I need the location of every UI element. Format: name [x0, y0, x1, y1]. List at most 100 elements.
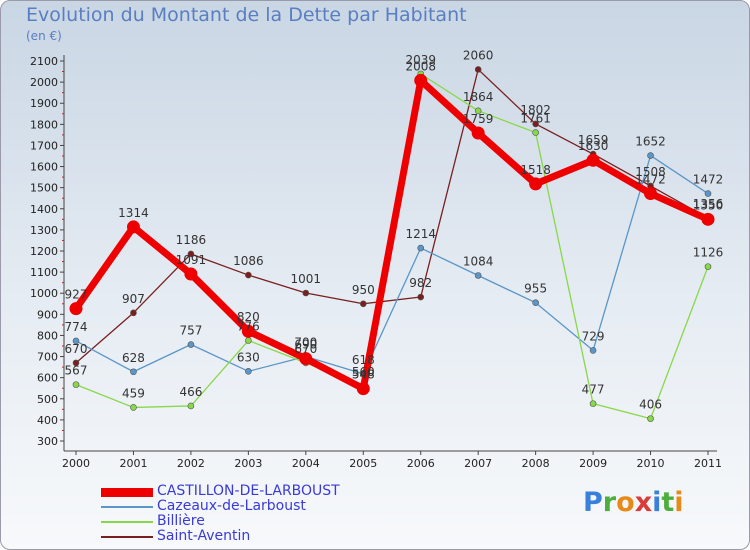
data-point [701, 212, 715, 226]
data-point [589, 347, 597, 354]
data-point [72, 359, 80, 367]
brand-letter: i [674, 487, 684, 518]
legend-label: CASTILLON-DE-LARBOUST [157, 483, 340, 499]
data-label: 1084 [463, 254, 494, 268]
data-point [529, 177, 543, 191]
data-point [72, 381, 80, 388]
data-label: 1518 [520, 163, 551, 177]
x-tick-label: 2005 [349, 457, 377, 470]
x-tick-label: 2006 [407, 457, 435, 470]
y-tick-label: 1900 [30, 97, 58, 110]
data-point [589, 400, 597, 407]
data-label: 1186 [176, 233, 207, 247]
data-label: 1350 [693, 198, 724, 212]
data-point [474, 272, 482, 279]
x-tick-label: 2008 [522, 457, 550, 470]
legend-label: Billière [157, 513, 205, 529]
data-point [586, 153, 600, 167]
data-point [126, 220, 140, 234]
data-label: 2039 [405, 53, 436, 67]
brand-letter: x [634, 487, 653, 518]
data-point [417, 293, 425, 301]
data-point [471, 126, 485, 140]
data-label: 1761 [520, 112, 551, 126]
brand-letter: r [602, 487, 617, 518]
data-label: 955 [524, 282, 547, 296]
data-point [359, 300, 367, 308]
x-tick-label: 2004 [292, 457, 320, 470]
data-point [245, 368, 252, 375]
brand-letter: t [661, 487, 675, 518]
data-point [241, 324, 255, 338]
data-label: 670 [294, 342, 317, 356]
y-tick-label: 1000 [30, 287, 58, 300]
data-label: 628 [122, 351, 145, 365]
data-point [299, 352, 313, 366]
y-tick-label: 1600 [30, 161, 58, 174]
data-label: 1864 [463, 90, 494, 104]
chart-data-labels: 670 907 1186 1086 1001 950 982 2060 1802 1659 1508… [65, 48, 724, 411]
data-label: 776 [237, 320, 260, 334]
data-label: 1126 [693, 246, 724, 260]
data-label: 1802 [520, 103, 551, 117]
brand-logo: Proxiti [583, 487, 684, 518]
data-label: 950 [352, 283, 375, 297]
data-label: 982 [409, 276, 432, 290]
y-tick-label: 700 [37, 351, 58, 364]
x-tick-label: 2002 [177, 457, 205, 470]
data-label: 1630 [578, 139, 609, 153]
data-label: 1759 [463, 112, 494, 126]
brand-letter: P [583, 487, 603, 518]
x-tick-label: 2007 [464, 457, 492, 470]
y-tick-label: 1200 [30, 245, 58, 258]
data-label: 1001 [291, 272, 322, 286]
data-point [187, 402, 195, 410]
data-label: 1214 [405, 227, 436, 241]
x-tick-label: 2010 [637, 457, 665, 470]
x-tick-label: 2001 [119, 457, 147, 470]
data-point [644, 187, 658, 201]
data-label: 466 [179, 385, 202, 399]
data-label: 757 [179, 324, 202, 338]
data-point [532, 129, 539, 136]
data-label: 406 [639, 398, 662, 412]
y-tick-label: 1800 [30, 118, 58, 131]
data-label: 1356 [693, 197, 724, 211]
data-point [187, 341, 195, 348]
data-label: 2008 [405, 59, 436, 73]
y-tick-label: 1100 [30, 266, 58, 279]
data-point [245, 337, 252, 344]
legend-swatch [101, 487, 153, 497]
data-label: 1472 [693, 173, 724, 187]
brand-letter: i [652, 487, 662, 518]
chart-unit-label: (en €) [26, 29, 62, 43]
data-point [130, 404, 137, 411]
data-point [184, 267, 198, 281]
x-tick-label: 2011 [694, 457, 722, 470]
data-point [532, 299, 539, 307]
x-tick-label: 2000 [62, 457, 90, 470]
data-point [72, 337, 80, 345]
chart-axes: 300 400 500 600 700 800 900 1000 1100 1200 1300 140… [30, 55, 722, 470]
y-tick-label: 2100 [30, 55, 58, 68]
data-point [474, 107, 482, 115]
data-label: 548 [352, 368, 375, 382]
data-label: 1652 [635, 135, 666, 149]
data-label: 700 [294, 336, 317, 350]
data-point [414, 73, 428, 87]
chart-title: Evolution du Montant de la Dette par Hab… [26, 4, 467, 26]
chart-series-lines [69, 66, 715, 422]
legend-swatch [101, 521, 153, 523]
data-label: 567 [65, 364, 88, 378]
data-label: 2060 [463, 48, 494, 62]
y-tick-label: 1700 [30, 139, 58, 152]
y-tick-label: 800 [37, 329, 58, 342]
y-tick-label: 600 [37, 372, 58, 385]
x-tick-label: 2009 [579, 457, 607, 470]
y-tick-label: 300 [37, 435, 58, 448]
data-label: 820 [237, 310, 260, 324]
data-label: 774 [65, 320, 88, 334]
data-point [130, 368, 137, 376]
